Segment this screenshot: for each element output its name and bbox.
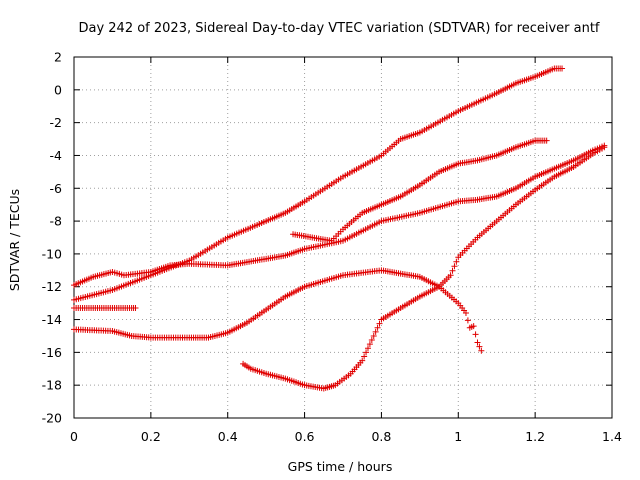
y-tick-label: -12 <box>42 279 62 294</box>
series-trace-6 <box>240 144 608 392</box>
data-point <box>132 305 139 312</box>
y-tick-label: -16 <box>42 345 62 360</box>
data-point <box>447 272 454 279</box>
data-point <box>464 317 471 324</box>
data-point <box>364 345 371 352</box>
series-trace-3 <box>290 137 550 244</box>
y-tick-label: -10 <box>42 246 62 261</box>
data-point <box>543 137 550 144</box>
data-point <box>361 353 368 360</box>
y-tick-label: 0 <box>54 82 62 97</box>
data-point <box>368 337 375 344</box>
plot-border <box>73 56 613 419</box>
data-point <box>476 343 483 350</box>
x-tick-label: 0 <box>70 429 78 444</box>
data-point <box>374 324 381 331</box>
grid <box>74 57 612 418</box>
x-tick-label: 0.2 <box>141 429 161 444</box>
x-tick-label: 0.8 <box>371 429 391 444</box>
data-point <box>472 331 479 338</box>
y-tick-label: 2 <box>54 50 62 65</box>
x-axis-label: GPS time / hours <box>288 459 393 474</box>
data-point <box>470 323 477 330</box>
series-trace-2 <box>71 142 608 289</box>
data-point <box>370 332 377 339</box>
data-point <box>453 258 460 265</box>
data-point <box>462 309 469 316</box>
y-tick-label: -8 <box>50 214 63 229</box>
y-tick-label: -20 <box>42 411 62 426</box>
data-point <box>372 328 379 335</box>
y-tick-label: -4 <box>50 148 63 163</box>
data-point <box>451 263 458 270</box>
data-point <box>559 65 566 72</box>
x-tick-label: 1.4 <box>602 429 622 444</box>
series-trace-5 <box>71 267 485 354</box>
series-trace-4 <box>71 305 139 312</box>
data-point <box>601 144 608 151</box>
y-tick-label: -18 <box>42 378 62 393</box>
series-trace-1 <box>71 65 566 303</box>
chart-title: Day 242 of 2023, Sidereal Day-to-day VTE… <box>78 21 599 36</box>
y-axis-label: SDTVAR / TECUs <box>7 189 22 291</box>
tick-labels: 0 0.2 0.4 0.6 0.8 1 1.2 1.4 2 0 -2 -4 -6 -8 -10 -12 -14 -… <box>42 50 622 445</box>
data-point <box>366 341 373 348</box>
data-point <box>376 320 383 327</box>
data-point <box>359 357 366 364</box>
y-tick-label: -2 <box>50 115 62 130</box>
data-points <box>71 65 608 392</box>
x-tick-label: 1 <box>454 429 462 444</box>
data-point <box>363 349 370 356</box>
y-tick-label: -6 <box>50 181 63 196</box>
y-tick-label: -14 <box>42 312 62 327</box>
x-tick-label: 0.6 <box>295 429 315 444</box>
data-point <box>474 339 481 346</box>
x-tick-label: 1.2 <box>525 429 545 444</box>
plot-frame <box>73 56 613 419</box>
data-point <box>478 347 485 354</box>
x-tick-label: 0.4 <box>218 429 238 444</box>
data-point <box>449 267 456 274</box>
